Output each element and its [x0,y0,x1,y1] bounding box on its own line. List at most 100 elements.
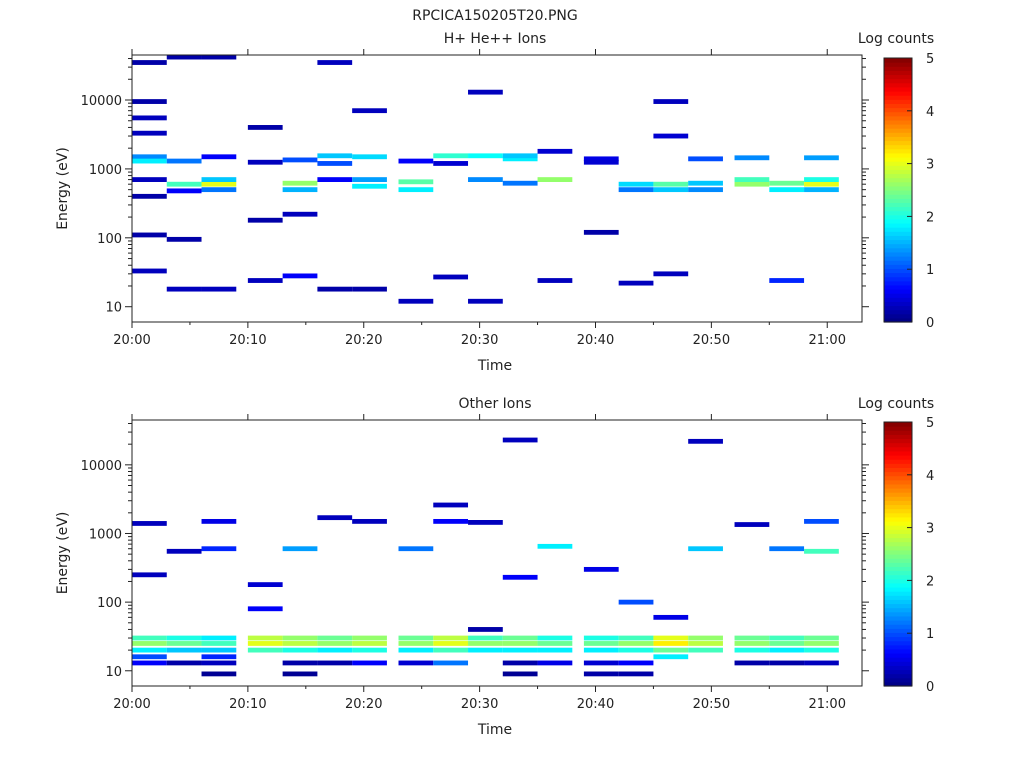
heatmap-cell [317,635,353,641]
heatmap-cell [317,161,353,166]
colorbar-segment [884,165,912,170]
plot-frame [131,54,863,323]
colorbar-segment [884,132,912,137]
heatmap-cell [769,647,805,653]
heatmap-cell [433,635,469,641]
colorbar-segment [884,475,912,481]
heatmap-cell [653,614,689,620]
heatmap-cell [734,177,770,182]
heatmap-cell [502,635,538,641]
heatmap-cell [537,647,573,653]
x-tick-label: 20:50 [693,697,730,712]
panel-title: Other Ions [458,396,531,412]
heatmap-cell [804,187,839,193]
heatmap-cell [769,660,805,666]
heatmap-cell [247,606,283,612]
colorbar-segment [884,504,912,510]
colorbar-segment [884,591,912,596]
heatmap-cell [502,641,538,646]
heatmap-cell [201,654,237,660]
heatmap-cell [282,180,318,186]
heatmap-cell [653,647,689,653]
heatmap-cell [583,660,619,666]
heatmap-cell [201,177,237,182]
heatmap-cell [618,187,654,193]
colorbar-segment [884,103,912,109]
heatmap-cell [352,635,387,641]
heatmap-cell [804,518,839,524]
colorbar-segment [884,210,912,216]
colorbar-segment [884,438,912,444]
heatmap-cell [201,154,237,160]
colorbar-segment [884,243,912,249]
y-tick-label: 10000 [81,459,122,474]
heatmap-cell [468,647,503,653]
colorbar-segment [884,483,912,489]
colorbar-segment [884,66,912,71]
colorbar-segment [884,198,912,203]
heatmap-cell [618,280,654,286]
x-tick-label: 20:30 [461,333,498,348]
heatmap-cell [132,115,167,121]
heatmap-cell [502,647,538,653]
heatmap-cell [166,660,202,666]
colorbar-segment [884,636,912,642]
colorbar-segment [884,479,912,485]
colorbar-segment [884,284,912,290]
colorbar-segment [884,521,912,526]
colorbar-segment [884,632,912,638]
colorbar-segment [884,140,912,146]
heatmap-cell [352,641,387,646]
heatmap-cell [247,582,283,588]
heatmap-cell [132,99,167,104]
colorbar-segment [884,669,912,675]
heatmap-cell [317,177,353,182]
colorbar-segment [884,317,912,323]
heatmap-cell [352,177,387,182]
x-tick-label: 21:00 [809,333,846,348]
colorbar-label: Log counts [858,396,934,412]
colorbar-segment [884,239,912,245]
heatmap-cell [132,154,167,160]
heatmap-cell [468,153,503,159]
heatmap-cell [468,89,503,95]
heatmap-cell [468,520,503,525]
heatmap-cell [688,647,723,653]
heatmap-cell [282,211,318,217]
heatmap-cell [317,647,353,653]
colorbar-segment [884,119,912,125]
colorbar-segment [884,214,912,220]
colorbar-segment [884,264,912,269]
colorbar-segment [884,446,912,452]
plot-area [132,55,862,322]
heatmap-cell [282,187,318,193]
colorbar-segment [884,70,912,76]
heatmap-cell [132,193,167,199]
heatmap-cell [132,232,167,238]
y-tick-label: 10 [105,301,122,316]
colorbar-segment [884,111,912,117]
x-tick-label: 20:20 [345,697,382,712]
heatmap-cell [201,54,237,60]
heatmap-cell [132,654,167,660]
colorbar-segment [884,677,912,683]
colorbar-segment [884,289,912,294]
colorbar-segment [884,422,912,427]
colorbar-segment [884,426,912,431]
colorbar-segment [884,488,912,493]
heatmap-cell [653,641,689,646]
heatmap-cell [468,635,503,641]
heatmap-cell [804,647,839,653]
colorbar-segment [884,58,912,63]
colorbar-tick-label: 2 [926,210,934,225]
colorbar-segment [884,512,912,518]
heatmap-cell [132,641,167,646]
colorbar-segment [884,78,912,84]
x-tick-label: 20:40 [577,697,614,712]
figure-title: RPCICA150205T20.PNG [412,8,577,24]
colorbar-segment [884,74,912,80]
colorbar-segment [884,533,912,539]
heatmap-cell [201,635,237,641]
colorbar-segment [884,681,912,687]
